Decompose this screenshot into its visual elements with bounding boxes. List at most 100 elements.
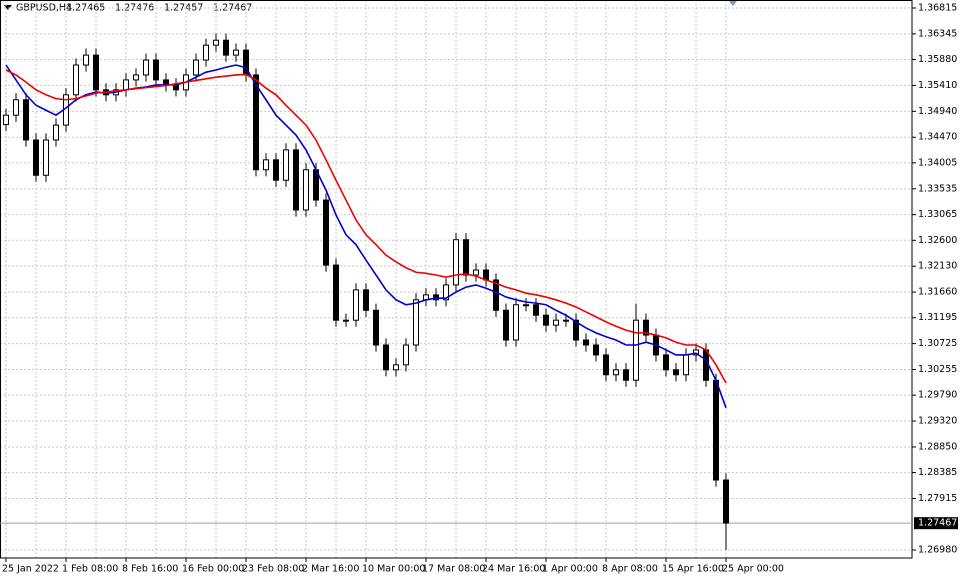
- candle-body: [413, 299, 419, 346]
- candle-body: [683, 354, 689, 376]
- candle-body: [493, 279, 499, 311]
- x-tick-label: 8 Apr 08:00: [602, 564, 658, 575]
- candle-body: [463, 239, 469, 276]
- y-tick-label: 1.35880: [918, 54, 957, 65]
- y-tick-label: 1.35410: [918, 80, 957, 91]
- x-tick-label: 23 Feb 08:00: [242, 564, 304, 575]
- candle-body: [573, 319, 579, 341]
- candle-body: [373, 309, 379, 346]
- candle-body: [593, 344, 599, 356]
- y-tick-label: 1.33535: [918, 183, 957, 194]
- y-tick-label: 1.29320: [918, 416, 957, 427]
- candle-body: [453, 239, 459, 286]
- header-value: 1.27476: [115, 3, 154, 14]
- candle-body: [223, 39, 229, 56]
- candle-body: [613, 369, 619, 376]
- current-price-label: 1.27467: [918, 518, 957, 529]
- y-tick-label: 1.30725: [918, 338, 957, 349]
- y-tick-label: 1.33065: [918, 209, 957, 220]
- y-tick-label: 1.26980: [918, 545, 957, 556]
- x-tick-label: 10 Mar 00:00: [362, 564, 425, 575]
- candle-body: [363, 289, 369, 311]
- y-tick-label: 1.31195: [918, 312, 957, 323]
- candle-body: [713, 379, 719, 481]
- candle-body: [533, 304, 539, 316]
- candle-body: [723, 479, 729, 524]
- candle-body: [93, 54, 99, 91]
- candle-body: [393, 364, 399, 371]
- y-tick-label: 1.32600: [918, 235, 957, 246]
- candle-body: [343, 319, 349, 322]
- candle-body: [403, 344, 409, 366]
- candle-body: [203, 44, 209, 61]
- y-tick-label: 1.29790: [918, 390, 957, 401]
- candle-body: [153, 59, 159, 81]
- candle-body: [553, 319, 559, 326]
- candle-body: [193, 59, 199, 76]
- shift-marker: [729, 1, 737, 6]
- y-tick-label: 1.36345: [918, 28, 957, 39]
- candle-body: [673, 369, 679, 376]
- candle-body: [133, 74, 139, 81]
- candle-body: [263, 159, 269, 171]
- candle-body: [293, 149, 299, 211]
- y-tick-label: 1.34940: [918, 106, 957, 117]
- x-tick-label: 2 Mar 16:00: [302, 564, 359, 575]
- candle-body: [383, 344, 389, 371]
- x-tick-label: 8 Feb 16:00: [122, 564, 178, 575]
- candle-body: [333, 264, 339, 321]
- y-tick-label: 1.34005: [918, 157, 957, 168]
- candle-body: [513, 304, 519, 341]
- candle-body: [523, 304, 529, 307]
- candle-body: [443, 284, 449, 301]
- candle-body: [43, 139, 49, 176]
- candle-body: [433, 294, 439, 301]
- candle-body: [563, 319, 569, 322]
- candle-body: [543, 314, 549, 326]
- candle-body: [33, 139, 39, 176]
- x-tick-label: 15 Apr 16:00: [662, 564, 724, 575]
- y-tick-label: 1.31660: [918, 287, 957, 298]
- plot-frame: [0, 0, 913, 559]
- candle-body: [353, 289, 359, 321]
- candle-body: [693, 349, 699, 356]
- y-tick-label: 1.28385: [918, 467, 957, 478]
- candle-body: [83, 54, 89, 66]
- candle-body: [143, 59, 149, 76]
- x-tick-label: 25 Apr 00:00: [722, 564, 784, 575]
- y-tick-label: 1.30255: [918, 364, 957, 375]
- x-tick-label: 16 Feb 00:00: [182, 564, 244, 575]
- x-tick-label: 1 Feb 08:00: [62, 564, 118, 575]
- candle-body: [53, 124, 59, 141]
- x-tick-label: 24 Mar 16:00: [482, 564, 545, 575]
- header-value: 1.27457: [164, 3, 203, 14]
- candle-body: [3, 114, 9, 126]
- y-tick-label: 1.36815: [918, 2, 957, 13]
- candle-body: [323, 199, 329, 266]
- y-tick-label: 1.28850: [918, 441, 957, 452]
- candle-body: [473, 269, 479, 276]
- y-tick-label: 1.32130: [918, 261, 957, 272]
- moving-average: [5, 69, 727, 384]
- x-tick-label: 25 Jan 2022: [2, 564, 59, 575]
- y-tick-label: 1.34470: [918, 132, 957, 143]
- candle-body: [503, 309, 509, 341]
- candle-body: [213, 39, 219, 46]
- candle-body: [633, 319, 639, 381]
- candle-body: [583, 339, 589, 346]
- candle-body: [73, 64, 79, 96]
- candle-body: [123, 79, 129, 91]
- candle-body: [253, 74, 259, 171]
- x-tick-label: 17 Mar 08:00: [422, 564, 485, 575]
- candle-body: [283, 149, 289, 181]
- candle-body: [23, 99, 29, 141]
- candle-body: [643, 319, 649, 336]
- current-price-box: [914, 517, 958, 530]
- candle-body: [273, 159, 279, 181]
- candle-body: [623, 369, 629, 381]
- x-tick-label: 1 Apr 00:00: [542, 564, 598, 575]
- candle-body: [663, 354, 669, 371]
- candle-body: [603, 354, 609, 376]
